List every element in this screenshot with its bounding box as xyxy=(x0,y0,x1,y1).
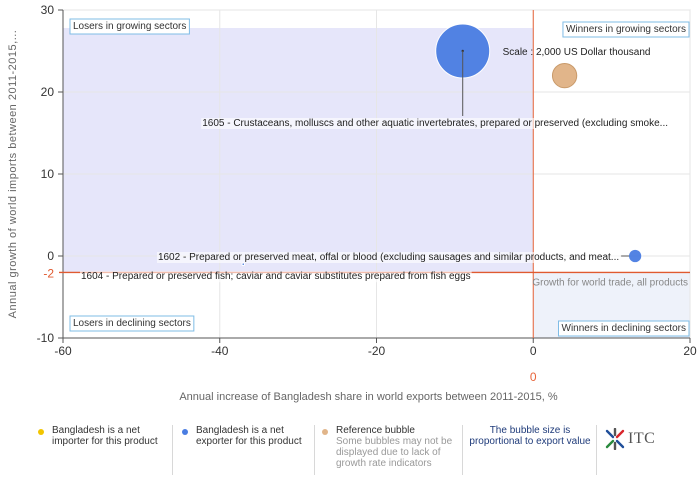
importer-dot-icon xyxy=(38,429,44,435)
legend-reference-note: Some bubbles may not be displayed due to… xyxy=(336,436,453,469)
y-tick-label: 0 xyxy=(47,249,54,263)
bubble-label-1604: 1604 - Prepared or preserved fish; cavia… xyxy=(81,271,471,282)
itc-logo-text: ITC xyxy=(628,430,656,447)
y-tick-label: 10 xyxy=(41,167,55,181)
quadrant-label-bottom-left: Losers in declining sectors xyxy=(73,318,191,329)
reference-x-label: 0 xyxy=(530,370,537,384)
itc-logo-icon xyxy=(605,427,625,451)
bubble-label-1602: 1602 - Prepared or preserved meat, offal… xyxy=(158,252,619,263)
quadrant-box xyxy=(558,320,690,337)
data-bubble xyxy=(241,262,246,267)
y-tick-label: 20 xyxy=(41,85,55,99)
x-tick-label: 20 xyxy=(683,344,697,358)
y-tick-label: -10 xyxy=(37,331,55,345)
reference-bubble xyxy=(551,62,578,89)
bubble-chart: -60 -40 -20 0 20 -10 0 10 20 30 0 -2 Growth for w… xyxy=(7,3,697,403)
itc-logo: ITC xyxy=(604,427,680,451)
legend-separator xyxy=(462,425,463,475)
legend-reference-text: Reference bubble xyxy=(336,425,415,436)
bubble-label-1605: 1605 - Crustaceans, molluscs and other a… xyxy=(202,118,668,129)
quadrant-label-top-left: Losers in growing sectors xyxy=(73,21,186,32)
x-tick-label: -40 xyxy=(211,344,229,358)
x-axis-label: Annual increase of Bangladesh share in w… xyxy=(179,391,558,403)
quadrant-box xyxy=(69,315,195,332)
quadrant-box xyxy=(562,21,690,38)
label-backdrop xyxy=(156,252,621,263)
x-tick-label: -60 xyxy=(54,344,72,358)
quadrant-label-bottom-right: Winners in declining sectors xyxy=(562,323,687,334)
reference-y-label: -2 xyxy=(43,266,54,280)
legend-exporter-text: Bangladesh is a net exporter for this pr… xyxy=(196,425,302,447)
quadrant-label-top-right: Winners in growing sectors xyxy=(566,24,686,35)
exporter-dot-icon xyxy=(182,429,188,435)
legend-size-note: The bubble size is proportional to expor… xyxy=(469,425,591,447)
axis-ticks: -60 -40 -20 0 20 -10 0 10 20 30 xyxy=(37,3,697,358)
legend-separator xyxy=(314,425,315,475)
legend-separator xyxy=(596,425,597,475)
y-tick-label: 30 xyxy=(41,3,55,17)
bubbles: Scale : 2,000 US Dollar thousand 1605 - C… xyxy=(80,23,669,283)
legend-reference-block: Reference bubble Some bubbles may not be… xyxy=(336,425,462,469)
reference-dot-icon xyxy=(322,429,328,435)
scale-label: Scale : 2,000 US Dollar thousand xyxy=(503,47,651,58)
y-axis-label: Annual growth of world imports between 2… xyxy=(7,30,19,319)
world-trade-growth-note: Growth for world trade, all products xyxy=(532,277,688,288)
legend-separator xyxy=(172,425,173,475)
quadrant-box xyxy=(69,18,190,35)
legend-importer-text: Bangladesh is a net importer for this pr… xyxy=(52,425,158,447)
label-backdrop xyxy=(80,271,472,283)
data-bubble xyxy=(627,248,643,264)
label-backdrop xyxy=(201,118,669,129)
x-tick-label: 0 xyxy=(530,344,537,358)
x-tick-label: -20 xyxy=(368,344,386,358)
